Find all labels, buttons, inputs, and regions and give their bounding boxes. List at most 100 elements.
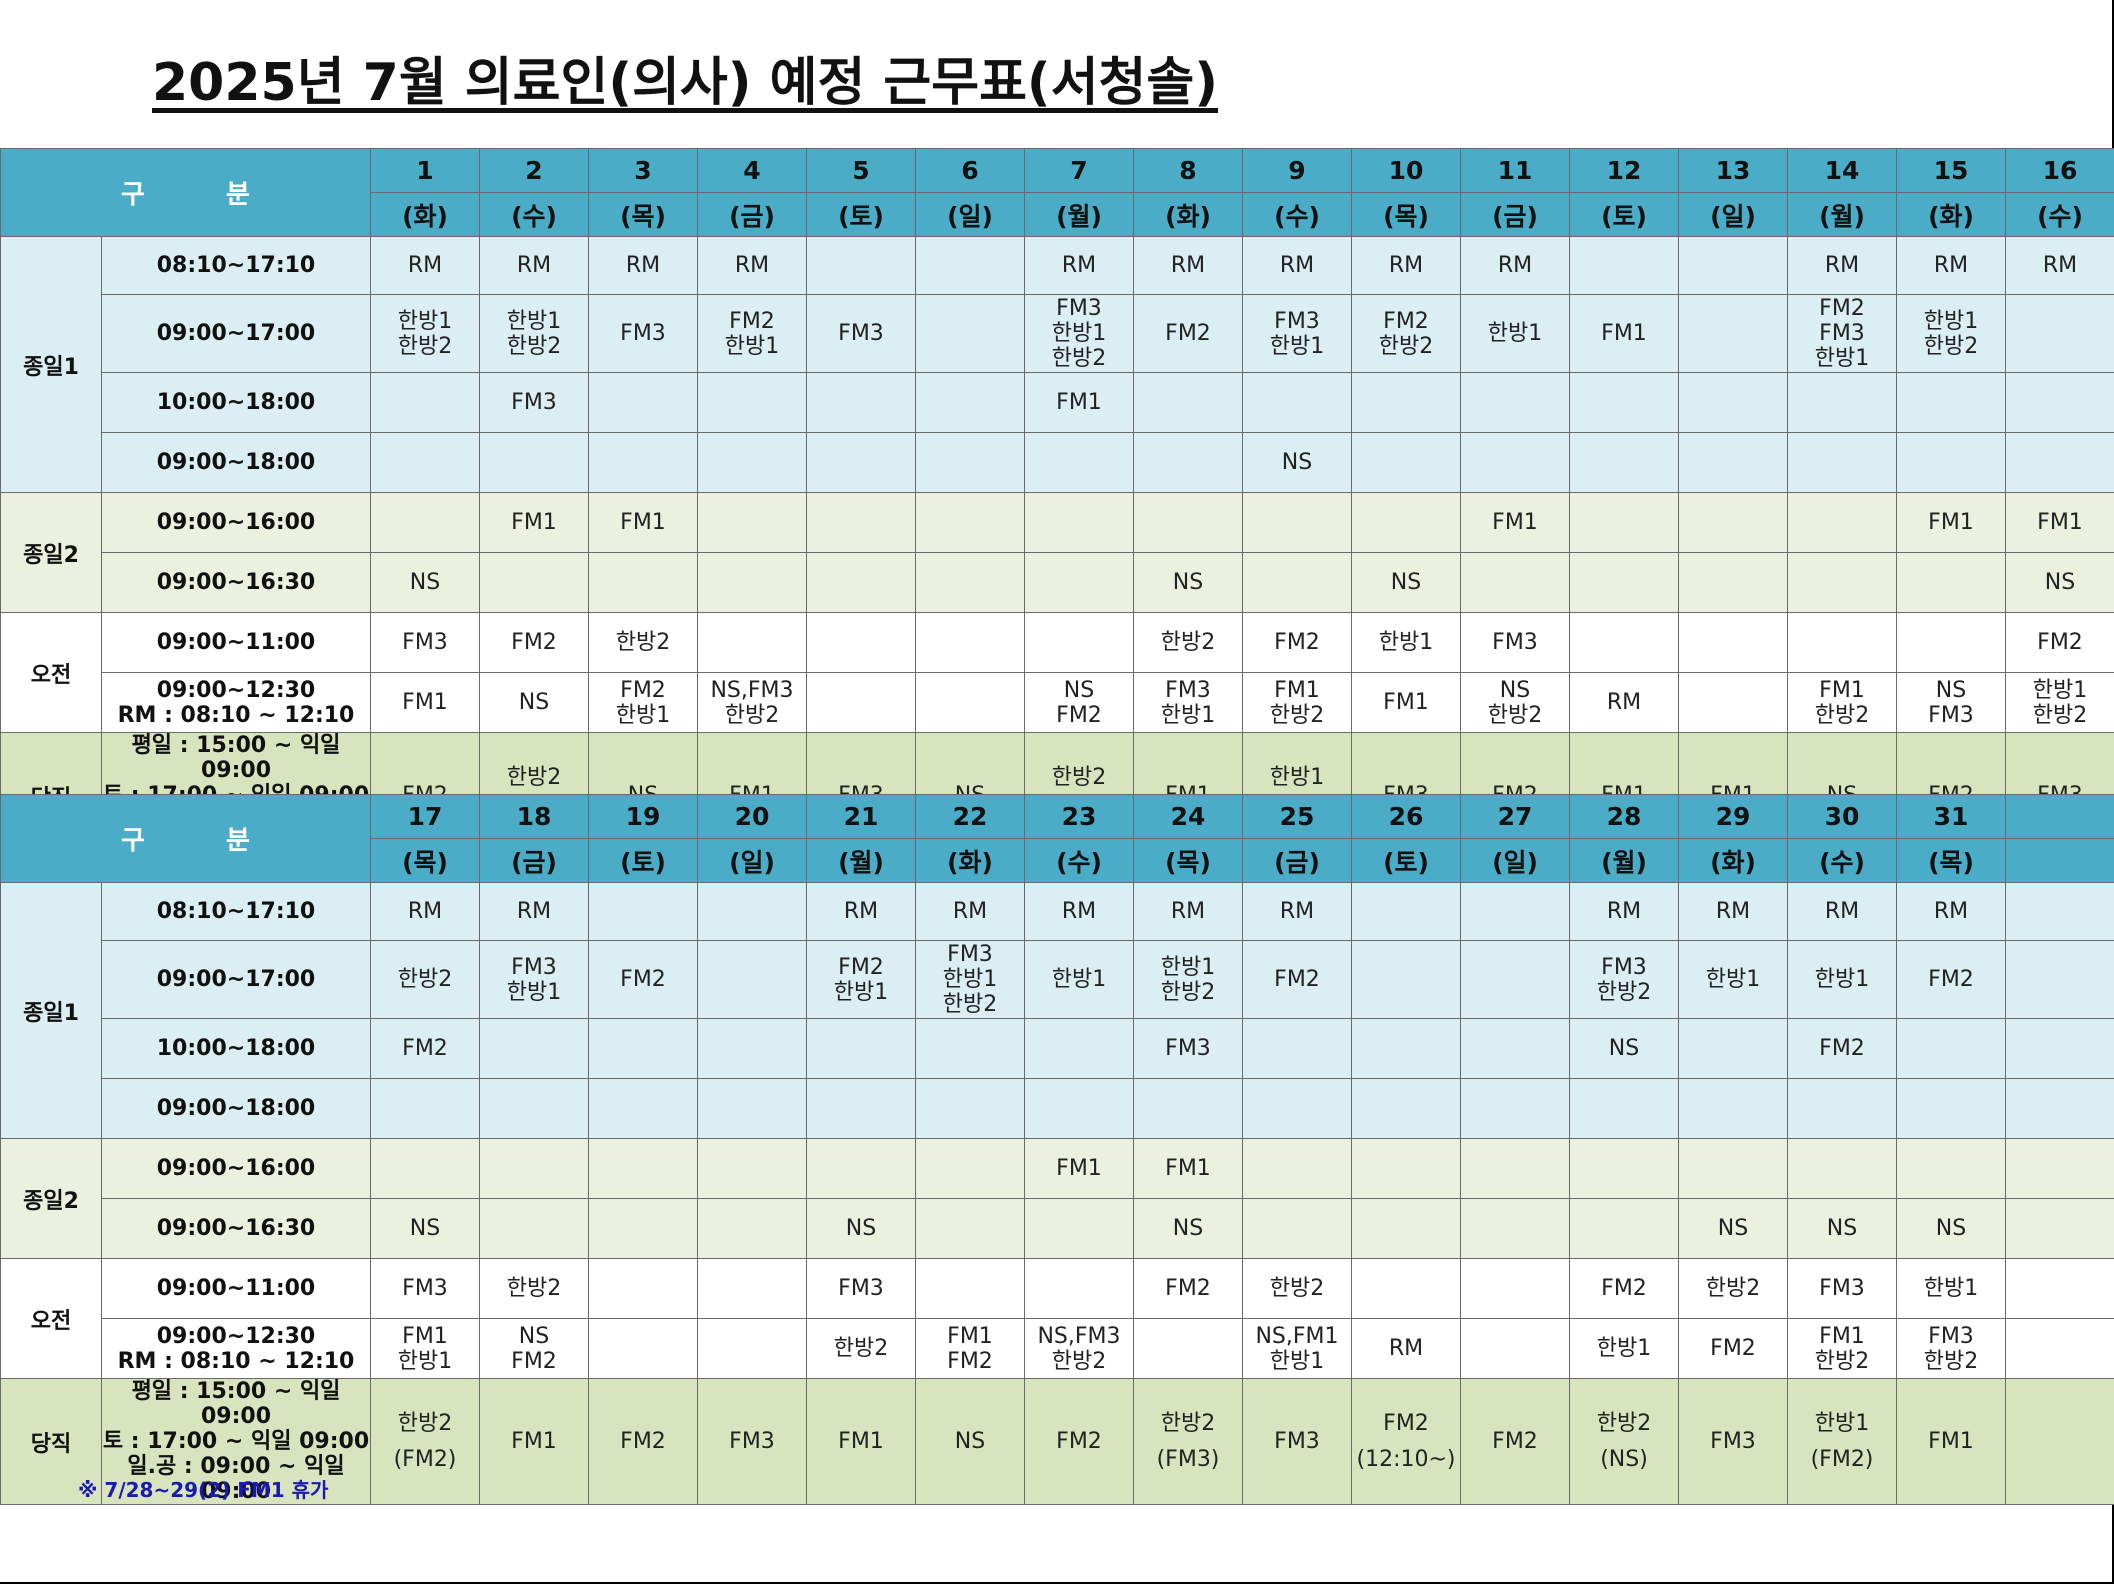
weekday-header: (화) — [915, 838, 1025, 883]
schedule-cell — [1351, 1258, 1461, 1319]
schedule-cell — [1460, 940, 1570, 1019]
weekday-header: (토) — [1569, 192, 1679, 237]
duty-cell: FM3 — [1678, 1378, 1788, 1505]
weekday-header: (월) — [1569, 838, 1679, 883]
schedule-cell — [1024, 1198, 1134, 1259]
gubun-header: 구 분 — [0, 794, 371, 883]
date-header: 31 — [1896, 794, 2006, 839]
schedule-cell: FM1 — [370, 672, 480, 733]
schedule-cell: RM — [1787, 236, 1897, 295]
schedule-cell: RM — [1787, 882, 1897, 941]
schedule-cell — [1024, 1258, 1134, 1319]
schedule-cell — [1896, 552, 2006, 613]
schedule-cell — [2005, 1258, 2114, 1319]
weekday-header: (토) — [806, 192, 916, 237]
schedule-cell: RM — [1896, 882, 2006, 941]
schedule-cell — [1787, 1078, 1897, 1139]
schedule-cell — [1896, 1018, 2006, 1079]
schedule-row: 종일1 08:10~17:10 RM RM RM RM RM RM RM RM RM RM RM RM — [0, 236, 2114, 493]
schedule-cell: 한방1 한방2 — [479, 294, 589, 373]
date-header: 30 — [1787, 794, 1897, 839]
weekday-header: (수) — [2005, 192, 2114, 237]
schedule-cell — [1133, 1318, 1243, 1379]
schedule-row: 09:00~18:00 — [1, 1078, 2114, 1139]
schedule-cell: NS — [1569, 1018, 1679, 1079]
schedule-cell — [2005, 1078, 2114, 1139]
schedule-row: 09:00~16:30 NS NS NS NS NS NS — [1, 1198, 2114, 1259]
shift-time: 09:00~18:00 — [101, 432, 371, 493]
schedule-cell: RM — [479, 236, 589, 295]
schedule-cell: FM2 — [1896, 940, 2006, 1019]
schedule-cell — [697, 1198, 807, 1259]
schedule-cell — [1678, 236, 1788, 295]
schedule-cell: 한방2 — [1242, 1258, 1352, 1319]
schedule-cell: FM2 — [1787, 1018, 1897, 1079]
page-title: 2025년 7월 의료인(의사) 예정 근무표(서청솔) — [152, 53, 1218, 113]
schedule-cell: RM — [1678, 882, 1788, 941]
group-label: 종일1 — [0, 236, 102, 493]
schedule-cell — [915, 1258, 1025, 1319]
schedule-cell — [697, 882, 807, 941]
schedule-cell: RM — [588, 236, 698, 295]
shift-time: 09:00~16:30 — [101, 1198, 371, 1259]
schedule-cell: NS — [1242, 432, 1352, 493]
weekday-header: (금) — [479, 838, 589, 883]
schedule-row: 오전 09:00~11:00 FM3 한방2 FM3 FM2 한방2 FM2 한방2 FM3 한방1 — [0, 1258, 2114, 1379]
schedule-cell: FM2 — [1678, 1318, 1788, 1379]
schedule-cell — [479, 1078, 589, 1139]
schedule-cell — [697, 552, 807, 613]
schedule-cell: FM1 FM2 — [915, 1318, 1025, 1379]
schedule-cell: 한방2 — [588, 612, 698, 673]
schedule-cell — [1242, 1138, 1352, 1199]
schedule-cell — [1133, 432, 1243, 493]
schedule-cell — [697, 492, 807, 553]
schedule-cell — [588, 1198, 698, 1259]
shift-time: 09:00~16:30 — [101, 552, 371, 613]
duty-hours-note: 평일 : 15:00 ~ 익일 09:00 토 : 17:00 ~ 익일 09:… — [101, 1378, 371, 1505]
schedule-cell — [588, 432, 698, 493]
schedule-cell — [806, 432, 916, 493]
schedule-cell: RM — [1569, 672, 1679, 733]
date-header: 21 — [806, 794, 916, 839]
weekday-header: (화) — [1678, 838, 1788, 883]
schedule-cell — [370, 1078, 480, 1139]
weekday-header: (목) — [1133, 838, 1243, 883]
weekday-header: (금) — [697, 192, 807, 237]
schedule-cell: FM3 한방1 — [479, 940, 589, 1019]
weekday-header: (화) — [370, 192, 480, 237]
schedule-cell — [1569, 492, 1679, 553]
schedule-cell — [1460, 372, 1570, 433]
schedule-cell — [1460, 1078, 1570, 1139]
footnote: ※ 7/28~29(2) FM1 휴가 — [78, 1478, 329, 1502]
schedule-cell: RM — [1242, 236, 1352, 295]
schedule-cell — [1678, 432, 1788, 493]
schedule-cell: FM3 — [370, 612, 480, 673]
duty-cell: FM2 — [588, 1378, 698, 1505]
date-header: 2 — [479, 148, 589, 193]
shift-time: 09:00~17:00 — [101, 294, 371, 373]
schedule-cell — [1569, 432, 1679, 493]
schedule-cell: RM — [1133, 236, 1243, 295]
schedule-cell — [2005, 294, 2114, 373]
schedule-cell: FM3 한방1 한방2 — [915, 940, 1025, 1019]
schedule-cell — [806, 1138, 916, 1199]
schedule-row: 09:00~18:00 NS — [1, 432, 2114, 493]
schedule-cell — [806, 672, 916, 733]
weekday-header: (화) — [1133, 192, 1243, 237]
schedule-cell: 한방1 — [1460, 294, 1570, 373]
weekday-header: (수) — [479, 192, 589, 237]
date-header: 13 — [1678, 148, 1788, 193]
schedule-cell — [1569, 1198, 1679, 1259]
schedule-cell — [2005, 372, 2114, 433]
schedule-cell — [1242, 1018, 1352, 1079]
schedule-cell: NS — [370, 1198, 480, 1259]
duty-cell: FM2 (12:10~) — [1351, 1378, 1461, 1505]
schedule-cell: FM1 — [1133, 1138, 1243, 1199]
weekday-header: (금) — [1242, 838, 1352, 883]
schedule-cell — [2005, 1198, 2114, 1259]
schedule-cell — [2005, 1018, 2114, 1079]
schedule-cell — [1569, 1138, 1679, 1199]
schedule-cell — [806, 1078, 916, 1139]
shift-time: 10:00~18:00 — [101, 372, 371, 433]
date-header: 8 — [1133, 148, 1243, 193]
